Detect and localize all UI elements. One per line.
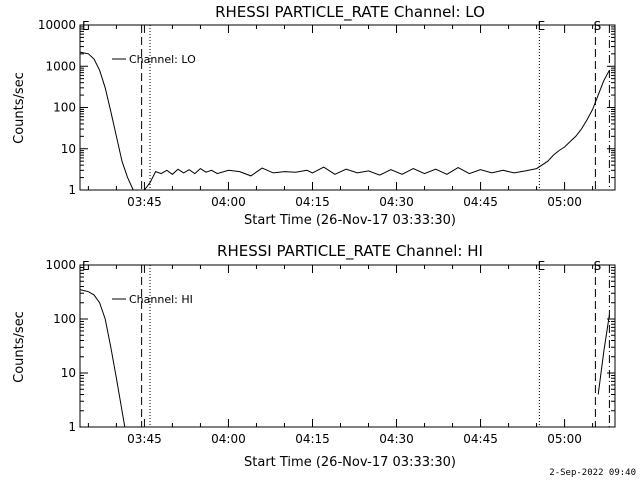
x-tick-label: 04:30 <box>379 195 414 209</box>
time-marker-label: E <box>538 259 546 273</box>
x-tick-label: 04:45 <box>463 195 498 209</box>
x-ticks: 03:45 04:00 04:15 04:30 04:45 05:00 <box>87 25 594 209</box>
x-tick-label: 04:30 <box>379 432 414 446</box>
legend-entry: Channel: LO <box>129 53 196 66</box>
x-axis-label: Start Time (26-Nov-17 03:33:30) <box>244 455 456 470</box>
series-line <box>79 289 126 428</box>
x-tick-label: 04:45 <box>463 432 498 446</box>
x-tick-label: 04:00 <box>211 432 246 446</box>
x-tick-label: 04:00 <box>211 195 246 209</box>
y-tick-label: 10 <box>61 142 76 156</box>
legend: Channel: LO <box>112 53 196 66</box>
y-tick-label: 100 <box>53 101 76 115</box>
series-lines <box>79 51 610 191</box>
y-tick-label: 1000 <box>45 258 76 272</box>
x-axis-label: Start Time (26-Nov-17 03:33:30) <box>244 213 456 228</box>
plot-frame <box>79 24 616 191</box>
chart-title: RHESSI PARTICLE_RATE Channel: LO <box>215 3 485 22</box>
y-axis-label: Counts/sec <box>12 311 27 383</box>
legend: Channel: HI <box>112 293 193 306</box>
time-marker-label: S <box>594 259 602 273</box>
series-lines <box>79 289 610 428</box>
y-tick-label: 10000 <box>38 18 76 32</box>
chart-title: RHESSI PARTICLE_RATE Channel: HI <box>217 242 483 261</box>
x-tick-label: 03:45 <box>127 195 162 209</box>
y-axis-label: Counts/sec <box>12 72 27 144</box>
y-ticks: 1 10 100 1000 <box>45 258 615 434</box>
hi-channel-panel: RHESSI PARTICLE_RATE Channel: HI Start T… <box>12 242 616 470</box>
x-tick-label: 05:00 <box>547 432 582 446</box>
x-ticks: 03:45 04:00 04:15 04:30 04:45 05:00 <box>87 265 594 446</box>
time-marker-label: E <box>82 19 90 33</box>
y-tick-label: 100 <box>53 312 76 326</box>
series-line <box>79 51 610 191</box>
legend-entry: Channel: HI <box>129 293 193 306</box>
y-tick-label: 1 <box>68 420 76 434</box>
series-line <box>597 314 610 395</box>
y-tick-label: 1000 <box>45 59 76 73</box>
time-marker-label: S <box>594 19 602 33</box>
plot-frame <box>79 264 616 428</box>
x-tick-label: 03:45 <box>127 432 162 446</box>
x-tick-label: 04:15 <box>295 195 330 209</box>
y-tick-label: 10 <box>61 366 76 380</box>
time-marker-label: E <box>538 19 546 33</box>
time-marker-label: E <box>82 259 90 273</box>
x-tick-label: 04:15 <box>295 432 330 446</box>
generation-timestamp: 2-Sep-2022 09:40 <box>549 468 636 478</box>
y-tick-label: 1 <box>68 183 76 197</box>
y-ticks: 1 10 100 1000 10000 <box>38 18 615 197</box>
x-tick-label: 05:00 <box>547 195 582 209</box>
lo-channel-panel: RHESSI PARTICLE_RATE Channel: LO Start T… <box>12 3 616 228</box>
